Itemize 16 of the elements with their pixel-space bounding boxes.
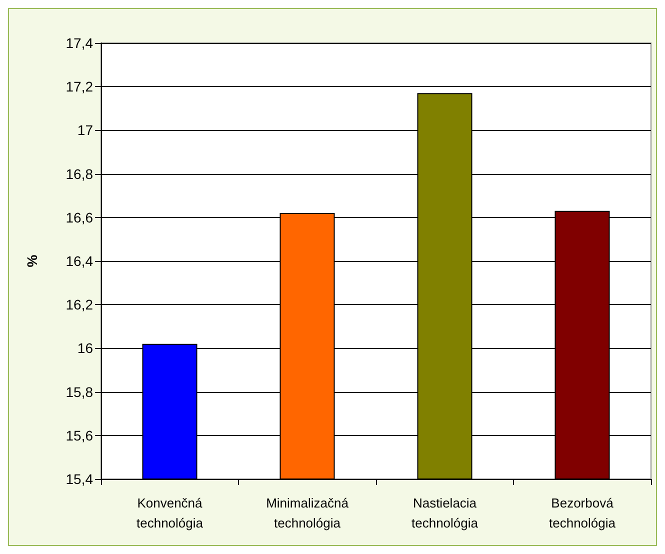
- y-tick-label: 17,4: [66, 35, 94, 51]
- x-tick-label: Minimalizačná technológia: [266, 496, 350, 530]
- y-tick-label: 15,6: [66, 427, 94, 444]
- x-tick-label: Bezorbová technológia: [549, 496, 616, 530]
- y-tick-label: 16,8: [66, 166, 94, 182]
- y-tick-label: 15,8: [66, 384, 94, 400]
- y-tick-label: 16,4: [66, 253, 94, 269]
- y-axis-title: %: [24, 254, 40, 268]
- y-tick-label: 15,4: [66, 471, 94, 487]
- y-tick-label: 16: [77, 340, 94, 356]
- y-tick-label: 17: [77, 122, 94, 138]
- x-tick-label: Konvenčná technológia: [136, 496, 204, 530]
- y-tick-label: 16,6: [66, 209, 94, 226]
- y-tick-label: 17,2: [66, 78, 94, 95]
- x-tick-label: Nastielacia technológia: [412, 496, 479, 530]
- y-tick-label: 16,2: [66, 296, 94, 313]
